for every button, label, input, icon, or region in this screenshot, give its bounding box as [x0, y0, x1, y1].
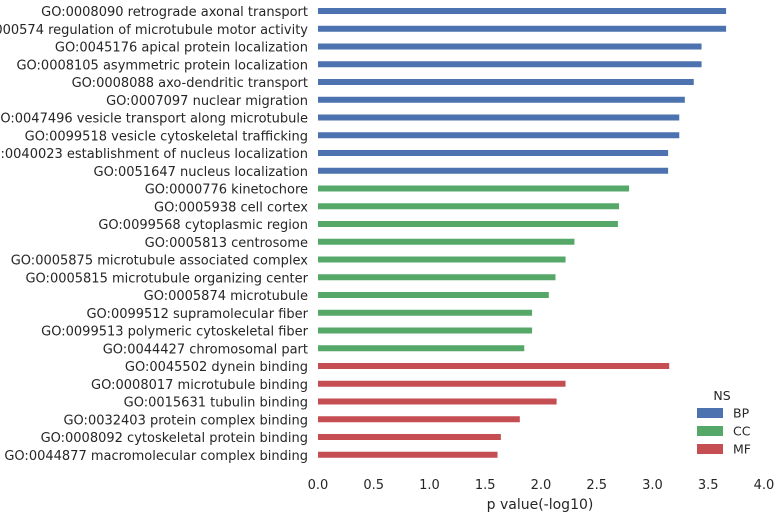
bar-mf — [318, 363, 670, 369]
legend-swatch-mf — [697, 444, 723, 454]
bar-bp — [318, 167, 669, 174]
bar-bp — [318, 150, 669, 156]
legend-label-mf: MF — [733, 442, 751, 457]
x-tick-label: 4.0 — [754, 478, 775, 493]
x-tick-label: 0.5 — [363, 478, 384, 493]
bar-bp — [318, 132, 680, 139]
bar-mf — [318, 434, 501, 440]
category-label: GO:0051647 nucleus localization — [94, 165, 308, 180]
bar-mf — [318, 416, 520, 423]
bar-bp — [318, 43, 702, 50]
bar-mf — [318, 451, 498, 458]
category-labels-group: GO:0008090 retrograde axonal transport GO… — [0, 5, 309, 464]
legend: NS BP CC MF — [697, 388, 751, 457]
bar-bp — [318, 79, 694, 85]
x-tick-label: 3.5 — [698, 478, 719, 493]
legend-items: BP CC MF — [697, 406, 751, 457]
x-axis-label: p value(-log10) — [487, 497, 594, 513]
legend-label-bp: BP — [733, 406, 750, 421]
category-label: GO:0008090 retrograde axonal transport — [41, 5, 308, 20]
category-label: GO:0044427 chromosomal part — [103, 342, 308, 357]
category-label: GO:0099513 polymeric cytoskeletal fiber — [41, 325, 308, 340]
bar-cc — [318, 345, 525, 352]
category-label: GO:0045502 dynein binding — [125, 360, 308, 375]
bar-cc — [318, 238, 575, 245]
category-label: GO:0099568 cytoplasmic region — [98, 218, 308, 233]
category-label: GO:0000776 kinetochore — [145, 183, 308, 198]
category-label: GO:0045176 apical protein localization — [55, 41, 308, 56]
bar-bp — [318, 96, 685, 103]
x-tick-label: 1.5 — [475, 478, 496, 493]
bar-cc — [318, 221, 618, 227]
bar-bp — [318, 8, 727, 14]
bar-cc — [318, 309, 533, 316]
bar-cc — [318, 292, 549, 298]
category-label: GO:0005815 microtubule organizing center — [25, 271, 308, 286]
category-label: GO:2000574 regulation of microtubule mot… — [0, 23, 308, 38]
category-label: GO:0047496 vesicle transport along micro… — [0, 112, 308, 127]
bar-cc — [318, 256, 566, 263]
category-label: GO:0044877 macromolecular complex bindin… — [4, 449, 308, 464]
legend-swatch-bp — [697, 408, 723, 418]
category-label: GO:0099512 supramolecular fiber — [86, 307, 308, 322]
category-label: GO:0032403 protein complex binding — [63, 413, 308, 428]
bar-cc — [318, 203, 620, 210]
bar-cc — [318, 185, 630, 192]
category-label: GO:0008017 microtubule binding — [91, 378, 308, 393]
category-label: GO:0099518 vesicle cytoskeletal traffick… — [25, 129, 308, 144]
category-label: GO:0005938 cell cortex — [154, 200, 308, 215]
bar-cc — [318, 327, 533, 334]
legend-swatch-cc — [697, 426, 723, 436]
bar-mf — [318, 398, 557, 405]
category-label: GO:0005813 centrosome — [145, 236, 308, 251]
bar-bp — [318, 61, 702, 68]
category-label: GO:0008092 cytoskeletal protein binding — [41, 431, 308, 446]
bar-bp — [318, 25, 727, 32]
category-label: GO:0008105 asymmetric protein localizati… — [16, 58, 308, 73]
x-tick-labels-group: 0.0 0.5 1.0 1.5 2.0 2.5 3.0 3.5 4.0 — [308, 478, 775, 493]
bar-bp — [318, 114, 680, 121]
x-tick-label: 1.0 — [419, 478, 440, 493]
x-tick-label: 2.0 — [531, 478, 552, 493]
legend-label-cc: CC — [733, 424, 751, 439]
x-tick-label: 3.0 — [642, 478, 663, 493]
category-label: GO:0005875 microtubule associated comple… — [11, 254, 309, 269]
x-tick-label: 0.0 — [308, 478, 329, 493]
legend-title: NS — [713, 388, 730, 403]
x-tick-label: 2.5 — [586, 478, 607, 493]
category-label: GO:0005874 microtubule — [144, 289, 308, 304]
category-label: GO:0040023 establishment of nucleus loca… — [0, 147, 308, 162]
bar-cc — [318, 274, 556, 281]
bars-group — [318, 8, 727, 458]
category-label: GO:0008088 axo-dendritic transport — [72, 76, 308, 91]
bar-mf — [318, 380, 566, 387]
category-label: GO:0015631 tubulin binding — [124, 396, 308, 411]
category-label: GO:0007097 nuclear migration — [106, 94, 308, 109]
